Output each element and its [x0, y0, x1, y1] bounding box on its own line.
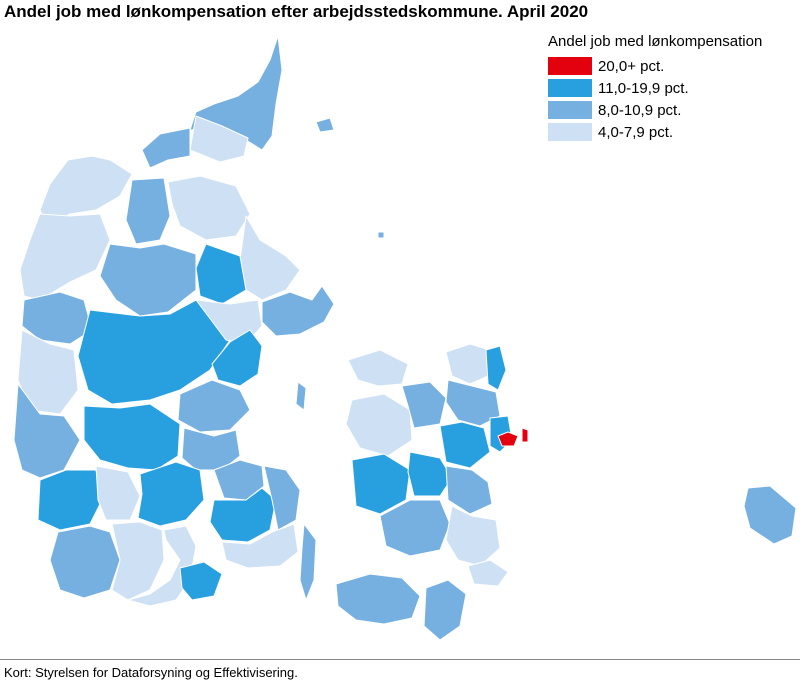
- region-holstebro: [21, 291, 93, 345]
- region-laeso: [315, 117, 335, 133]
- legend-item-11-19: 11,0-19,9 pct.: [548, 77, 762, 99]
- region-kalundborg: [345, 393, 413, 457]
- region-aarhus: [211, 329, 263, 387]
- region-himmerland: [167, 175, 251, 241]
- source-note: Kort: Styrelsen for Dataforsyning og Eff…: [4, 665, 298, 680]
- region-billund: [95, 465, 141, 521]
- region-lolland: [335, 573, 421, 625]
- region-odense: [209, 487, 277, 543]
- region-naestved: [379, 499, 451, 557]
- legend-swatch: [548, 57, 592, 75]
- region-lemvig-ringkobing: [17, 329, 79, 415]
- region-stevns: [445, 505, 501, 567]
- region-nyborg: [263, 465, 301, 531]
- legend-label: 11,0-19,9 pct.: [598, 79, 689, 97]
- legend-item-20plus: 20,0+ pct.: [548, 55, 762, 77]
- legend-label: 20,0+ pct.: [598, 57, 665, 75]
- region-north-zealand-west: [445, 343, 491, 385]
- legend-swatch: [548, 101, 592, 119]
- region-anholt: [377, 231, 385, 239]
- region-mors-salling: [125, 177, 171, 245]
- region-vejen: [49, 525, 121, 599]
- region-odsherred: [347, 349, 409, 387]
- legend-item-8-10: 8,0-10,9 pct.: [548, 99, 762, 121]
- region-samso: [295, 381, 307, 411]
- region-kolding: [137, 461, 205, 527]
- region-mariagerfjord: [195, 243, 247, 305]
- region-djursland: [261, 285, 335, 337]
- region-copenhagen-center: [497, 431, 519, 447]
- legend-title: Andel job med lønkompensation: [548, 33, 763, 50]
- region-aalborg-south: [239, 215, 301, 301]
- region-north-zealand-east: [485, 345, 507, 391]
- region-sorø: [351, 453, 411, 515]
- region-dragor-island: [521, 427, 529, 443]
- region-ringsted: [407, 451, 453, 497]
- region-vejle: [83, 403, 181, 471]
- region-faaborg: [221, 523, 299, 569]
- region-koge: [445, 465, 493, 515]
- region-vendsyssel-west: [141, 127, 191, 169]
- legend-label: 8,0-10,9 pct.: [598, 101, 682, 119]
- legend-swatch: [548, 79, 592, 97]
- region-skanderborg: [177, 379, 251, 433]
- region-aabenraa: [127, 525, 197, 607]
- legend-label: 4,0-7,9 pct.: [598, 123, 674, 141]
- region-thy: [39, 155, 133, 227]
- region-roskilde: [439, 421, 491, 469]
- region-west-coast: [13, 383, 81, 479]
- region-northwest: [19, 213, 111, 301]
- footer-divider: [0, 659, 800, 660]
- region-sonderborg: [179, 561, 223, 601]
- region-mon: [467, 559, 509, 587]
- region-herning: [77, 299, 231, 405]
- region-falster: [423, 579, 467, 641]
- region-bornholm: [743, 485, 797, 545]
- legend-swatch: [548, 123, 592, 141]
- region-aero-langeland: [299, 523, 317, 601]
- region-holbaek: [401, 381, 447, 429]
- region-esbjerg: [37, 469, 103, 531]
- map-title: Andel job med lønkompensation efter arbe…: [4, 2, 589, 21]
- legend-item-4-7: 4,0-7,9 pct.: [548, 121, 762, 143]
- legend: Andel job med lønkompensation 20,0+ pct.…: [548, 33, 762, 143]
- region-haderslev: [111, 521, 165, 601]
- region-skive-viborg: [99, 243, 197, 317]
- region-funen-north: [213, 459, 265, 501]
